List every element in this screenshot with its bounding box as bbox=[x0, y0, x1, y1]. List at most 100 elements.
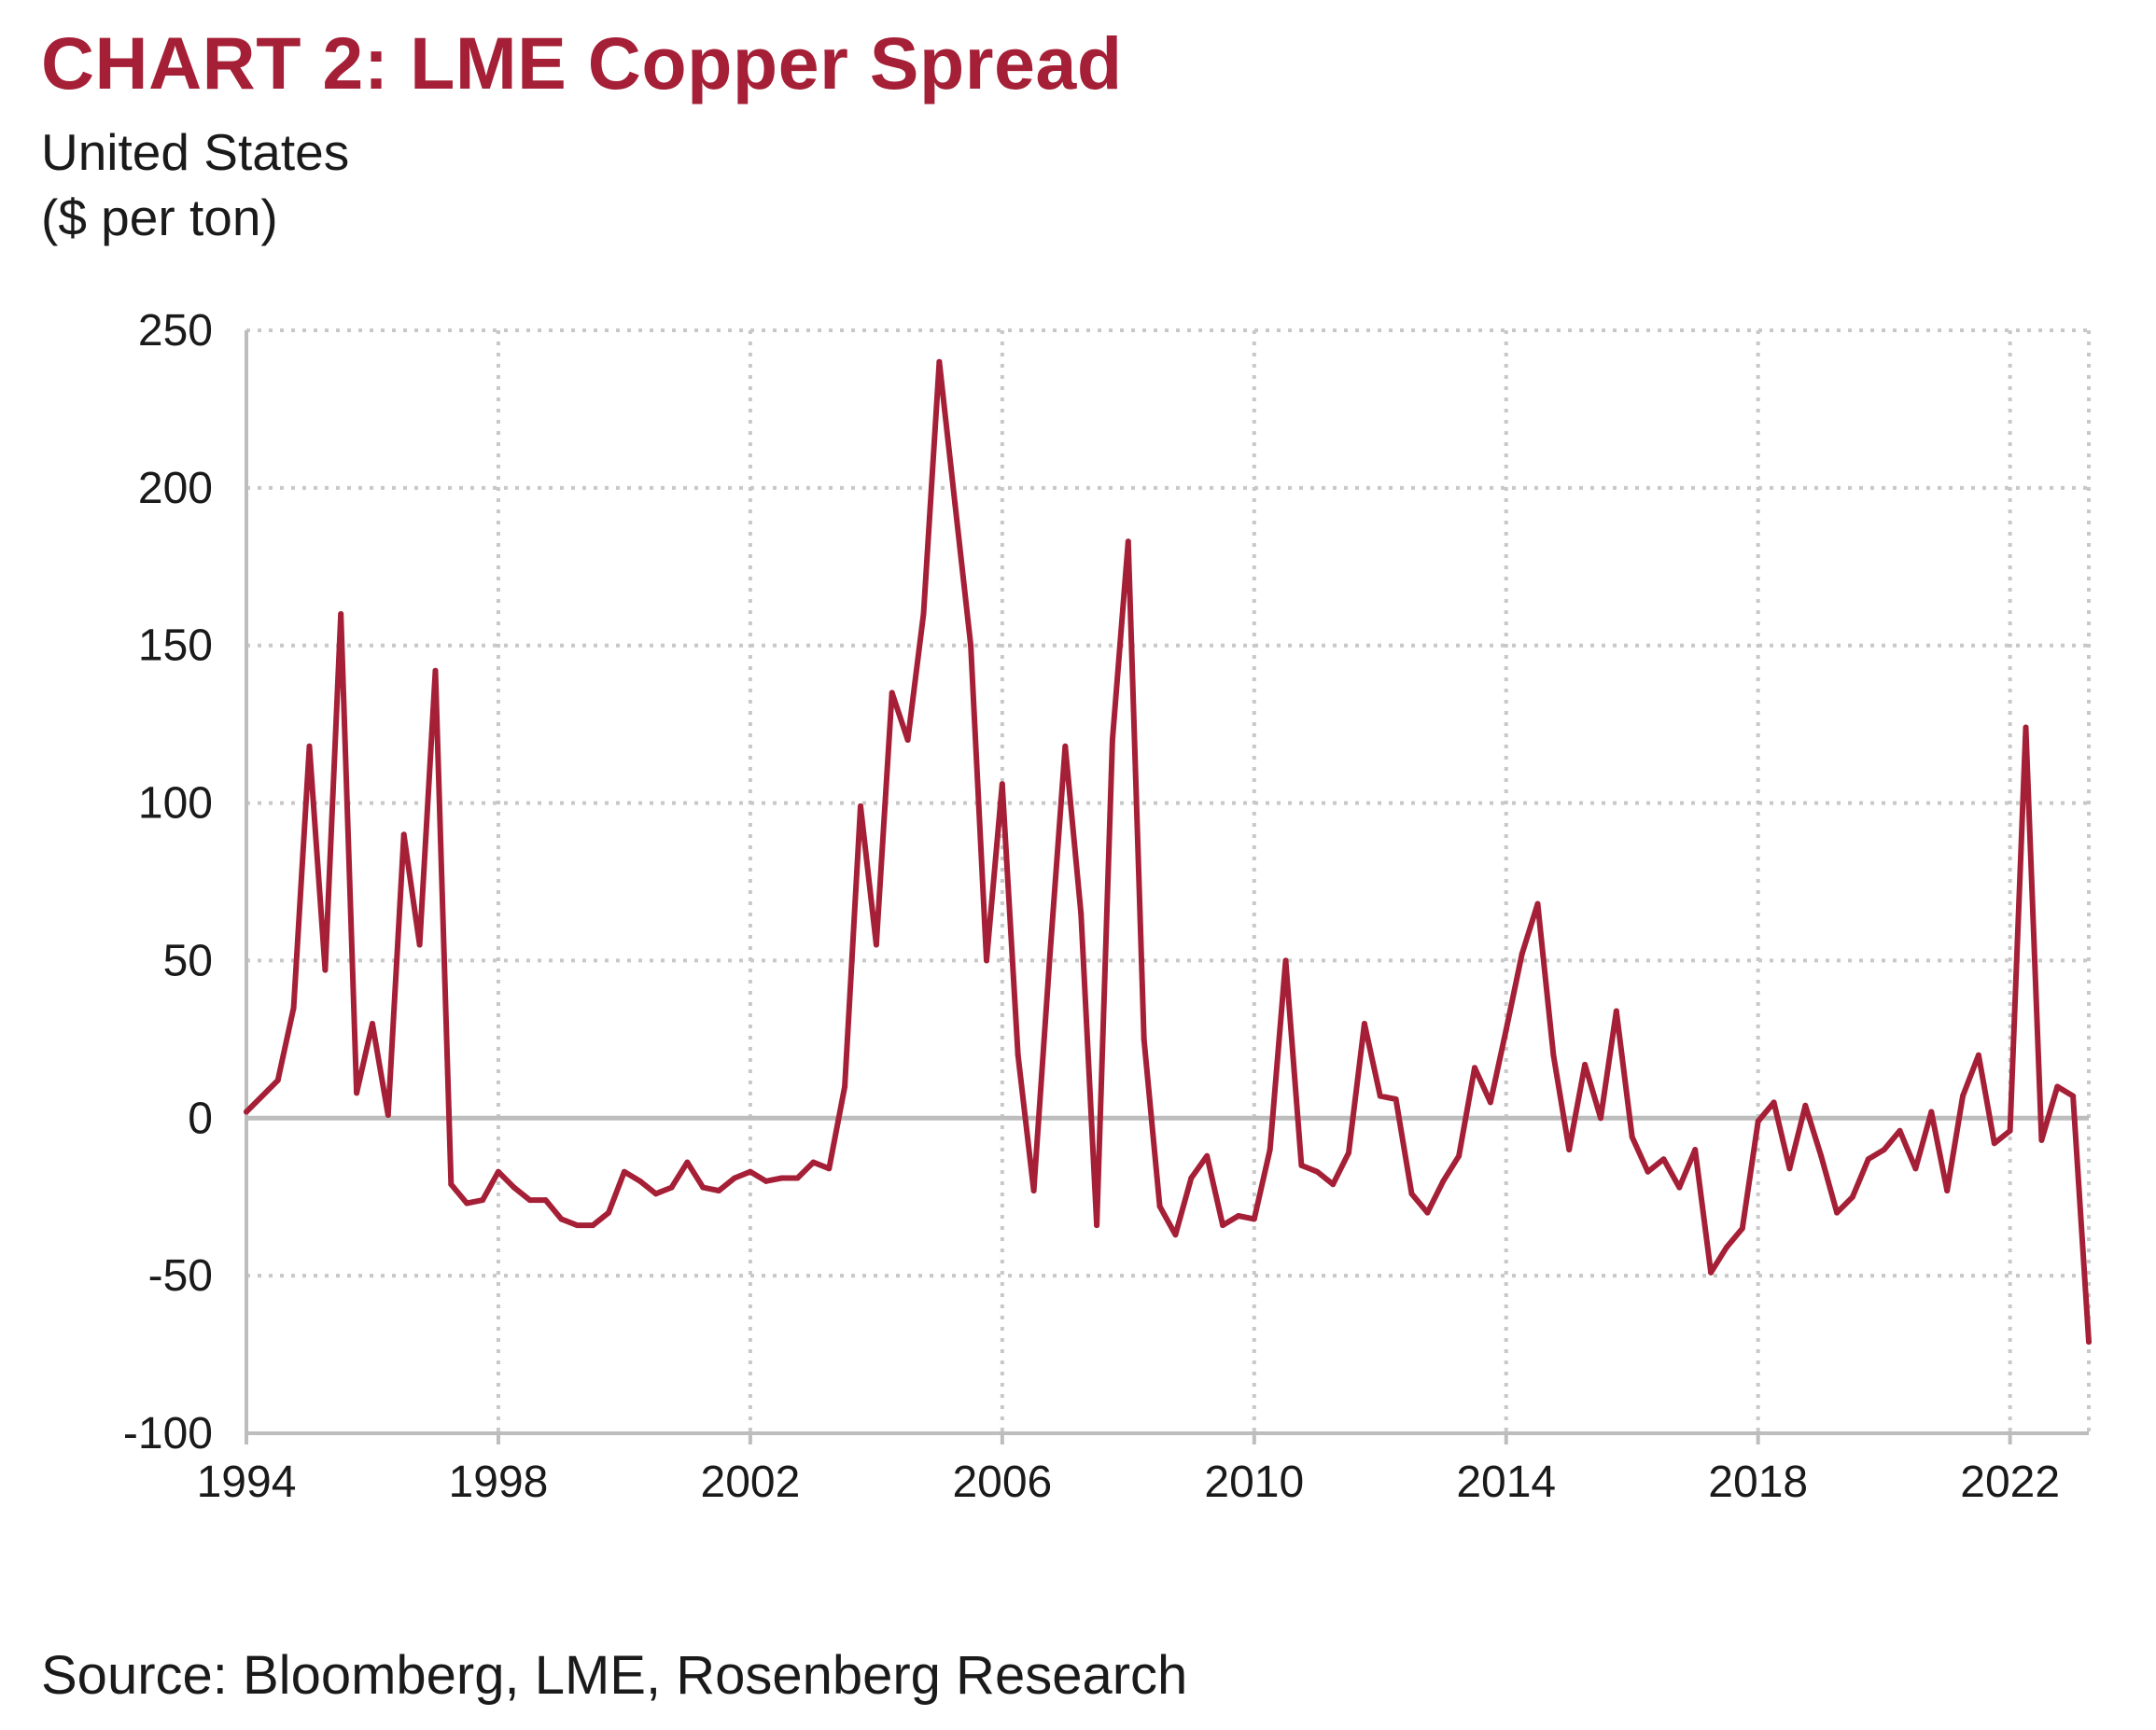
data-point bbox=[1030, 1187, 1037, 1193]
data-point bbox=[244, 1109, 249, 1115]
data-point bbox=[1944, 1187, 1951, 1193]
data-point bbox=[1660, 1156, 1667, 1163]
data-point bbox=[1597, 1115, 1603, 1122]
data-point bbox=[259, 1093, 265, 1099]
data-point bbox=[338, 610, 344, 617]
data-point bbox=[480, 1197, 486, 1204]
data-point bbox=[1802, 1102, 1809, 1109]
data-point bbox=[1849, 1193, 1855, 1200]
data-point bbox=[1267, 1147, 1273, 1153]
data-point bbox=[1519, 951, 1525, 957]
data-point bbox=[952, 500, 959, 507]
data-point bbox=[1692, 1147, 1699, 1153]
y-tick-labels: 250 200 150 100 50 0 -50 -100 bbox=[123, 306, 213, 1458]
data-point bbox=[1330, 1181, 1337, 1188]
x-tick-label: 2006 bbox=[952, 1458, 1052, 1507]
data-point bbox=[2086, 1339, 2092, 1346]
data-point bbox=[448, 1181, 455, 1188]
data-point bbox=[1440, 1178, 1447, 1184]
y-tick-label: 150 bbox=[138, 621, 213, 671]
data-point bbox=[1361, 1020, 1367, 1026]
data-point bbox=[1550, 1052, 1557, 1058]
data-point bbox=[1062, 743, 1069, 749]
chart-title: CHART 2: LME Copper Spread bbox=[41, 21, 1123, 105]
data-point bbox=[1534, 900, 1541, 907]
data-point bbox=[432, 667, 439, 674]
chart-subtitle: United States ($ per ton) bbox=[41, 119, 349, 250]
y-tick-label: 200 bbox=[138, 464, 213, 513]
data-point bbox=[684, 1159, 691, 1165]
x-tick-label: 2014 bbox=[1456, 1458, 1556, 1507]
data-point bbox=[306, 743, 313, 749]
x-tick-label: 1998 bbox=[449, 1458, 549, 1507]
x-tick-label: 2002 bbox=[701, 1458, 801, 1507]
data-point bbox=[621, 1168, 627, 1175]
data-point bbox=[290, 1005, 297, 1011]
data-point bbox=[1613, 1008, 1619, 1014]
data-point bbox=[526, 1197, 533, 1204]
data-point bbox=[983, 957, 989, 964]
data-point bbox=[747, 1168, 753, 1175]
data-point bbox=[511, 1184, 517, 1191]
data-point bbox=[1487, 1099, 1493, 1106]
data-point bbox=[1503, 1026, 1509, 1033]
data-point bbox=[763, 1178, 769, 1184]
data-point bbox=[495, 1168, 501, 1175]
data-point bbox=[1708, 1269, 1715, 1276]
data-point bbox=[700, 1184, 707, 1191]
data-point bbox=[810, 1159, 817, 1165]
source-note: Source: Bloomberg, LME, Rosenberg Resear… bbox=[41, 1645, 1188, 1706]
data-point bbox=[904, 737, 911, 744]
data-point bbox=[1960, 1093, 1967, 1099]
x-tick-label: 2018 bbox=[1708, 1458, 1808, 1507]
data-point bbox=[2054, 1083, 2061, 1090]
subtitle-region: United States bbox=[41, 123, 350, 181]
x-tick-labels: 1994 1998 2002 2006 2010 2014 2018 2022 bbox=[197, 1458, 2060, 1507]
x-tick-label: 1994 bbox=[197, 1458, 297, 1507]
y-tick-label: 0 bbox=[188, 1094, 213, 1143]
data-point bbox=[889, 690, 895, 696]
data-point bbox=[1723, 1244, 1729, 1250]
data-point bbox=[2007, 1127, 2013, 1134]
data-point bbox=[652, 1191, 659, 1197]
data-point bbox=[274, 1077, 281, 1083]
y-tick-label: -50 bbox=[148, 1251, 213, 1301]
data-point bbox=[637, 1178, 643, 1184]
data-point bbox=[1676, 1184, 1683, 1191]
data-point bbox=[1015, 1052, 1021, 1058]
data-point bbox=[400, 831, 407, 838]
data-point bbox=[1834, 1209, 1841, 1216]
data-point bbox=[1172, 1232, 1179, 1238]
y-tick-label: 50 bbox=[163, 936, 213, 985]
data-point bbox=[1141, 1036, 1147, 1042]
grid-lines bbox=[246, 328, 2091, 1433]
data-point bbox=[920, 610, 927, 617]
axes bbox=[245, 330, 2089, 1444]
data-point bbox=[1897, 1127, 1903, 1134]
data-point bbox=[322, 967, 329, 973]
data-point bbox=[1298, 1162, 1305, 1168]
data-point bbox=[542, 1197, 549, 1204]
data-point bbox=[1975, 1052, 1981, 1058]
series-group bbox=[244, 358, 2092, 1346]
data-point bbox=[968, 642, 974, 649]
data-point bbox=[558, 1216, 565, 1222]
data-point bbox=[2038, 1137, 2045, 1143]
y-tick-label: 100 bbox=[138, 779, 213, 829]
series-line bbox=[244, 358, 2092, 1346]
data-point bbox=[1566, 1147, 1573, 1153]
data-point bbox=[1377, 1093, 1383, 1099]
data-point bbox=[416, 942, 423, 948]
data-point bbox=[1865, 1156, 1871, 1163]
data-point bbox=[1456, 1152, 1463, 1159]
data-point bbox=[590, 1222, 596, 1229]
data-point bbox=[1314, 1168, 1321, 1175]
data-point bbox=[606, 1209, 612, 1216]
data-point bbox=[1739, 1225, 1745, 1232]
data-point bbox=[1912, 1165, 1919, 1172]
data-point bbox=[858, 802, 863, 809]
data-point bbox=[1881, 1147, 1887, 1153]
data-point bbox=[1046, 957, 1053, 964]
data-point bbox=[1424, 1209, 1431, 1216]
data-point bbox=[1786, 1165, 1793, 1172]
